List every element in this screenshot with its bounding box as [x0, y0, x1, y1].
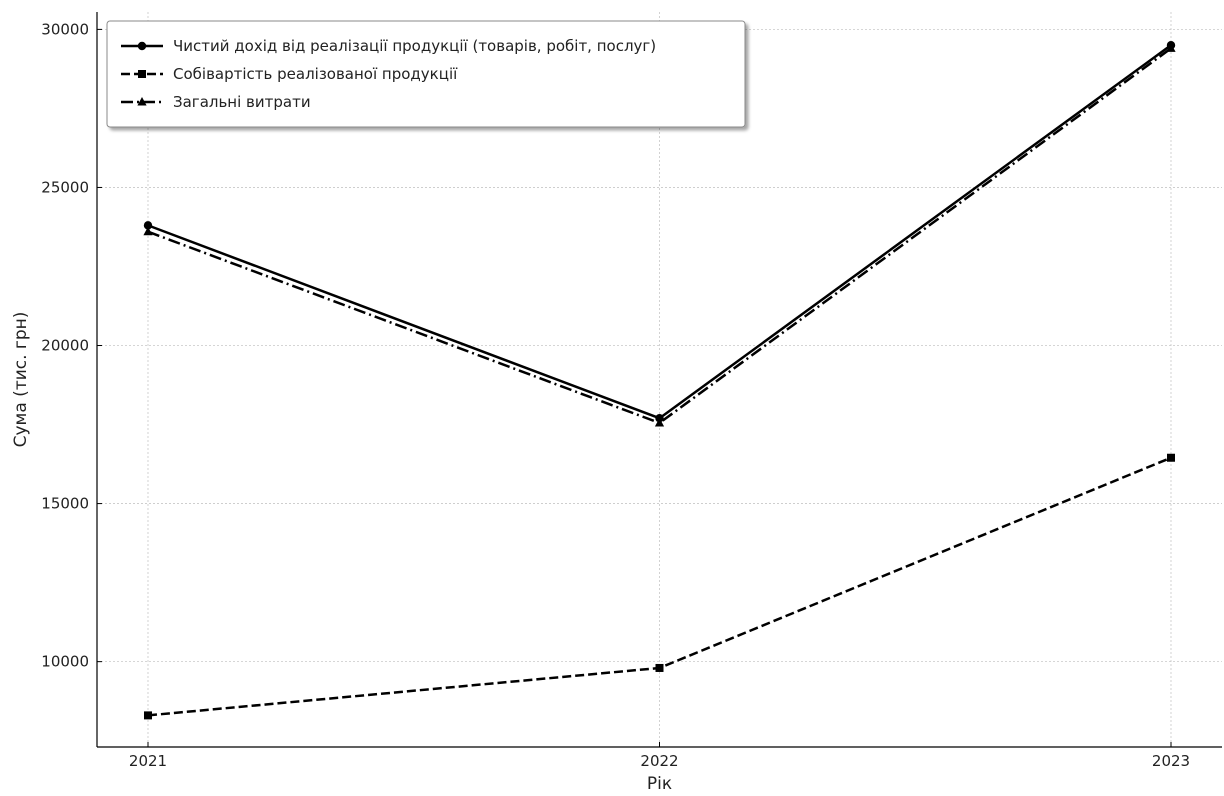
data-point — [655, 663, 664, 672]
y-tick-label: 25000 — [41, 178, 89, 196]
y-tick-label: 10000 — [41, 653, 89, 671]
x-axis-label: Рік — [647, 774, 672, 792]
y-axis-label: Сума (тис. грн) — [11, 312, 31, 448]
legend-item: Загальні витрати — [121, 93, 311, 111]
data-point — [143, 221, 153, 230]
legend-marker — [137, 97, 147, 106]
axes: 10000 15000 20000 25000 30000 2021 2022 2023 Рік… — [11, 12, 1222, 794]
series-line — [147, 47, 1172, 425]
legend-item: Собівартість реалізованої продукції — [121, 65, 458, 83]
series-group — [143, 40, 1176, 720]
legend: Чистий дохід від реалізації продукції (т… — [106, 20, 746, 128]
legend-label: Загальні витрати — [173, 93, 311, 111]
legend-label: Чистий дохід від реалізації продукції (т… — [173, 37, 656, 55]
data-point — [1166, 43, 1176, 52]
y-tick-label: 30000 — [41, 20, 89, 38]
legend-marker — [137, 41, 147, 51]
data-point — [144, 711, 152, 720]
data-point — [143, 226, 153, 236]
legend-label: Собівартість реалізованої продукції — [173, 65, 458, 83]
y-tick-label: 15000 — [41, 495, 89, 513]
legend-marker — [138, 70, 146, 78]
series-3 — [143, 43, 1176, 427]
legend-item: Чистий дохід від реалізації продукції (т… — [121, 37, 656, 55]
y-tick-label: 20000 — [41, 337, 89, 355]
x-tick-label: 2021 — [129, 752, 167, 770]
data-point — [1167, 453, 1175, 462]
series-2 — [144, 453, 1175, 720]
x-tick-label: 2022 — [640, 752, 678, 770]
legend-box — [106, 20, 746, 128]
grid — [97, 12, 1222, 747]
x-tick-label: 2023 — [1152, 752, 1190, 770]
data-point — [654, 417, 665, 427]
